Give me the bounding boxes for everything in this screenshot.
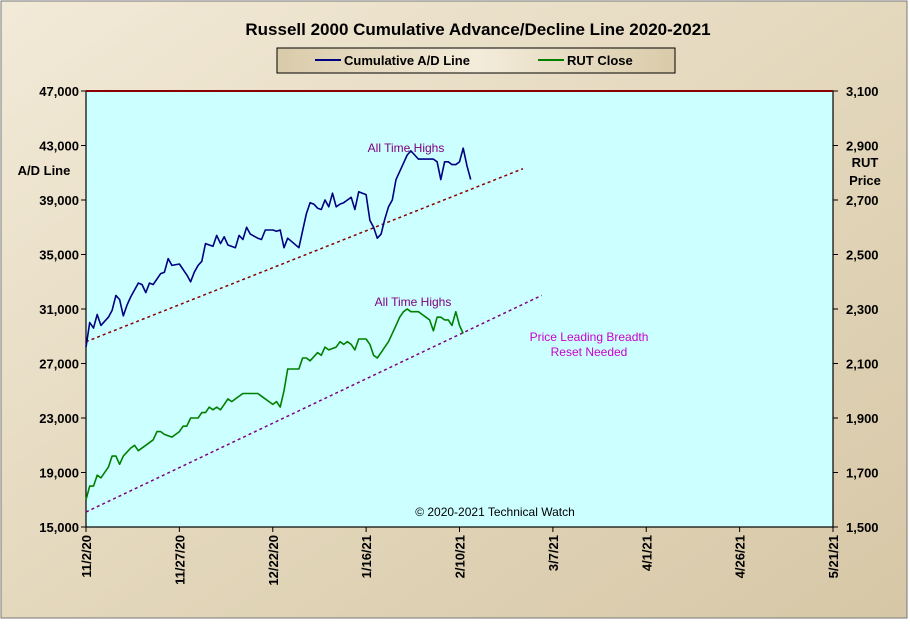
trendline-rut <box>85 294 542 513</box>
annotation-ad-all-time-highs: All Time Highs <box>368 141 445 155</box>
y-right-tick-label: 2,700 <box>846 193 879 208</box>
legend-label-ad: Cumulative A/D Line <box>344 53 470 68</box>
x-tick-label: 1/16/21 <box>359 535 374 578</box>
x-tick-label: 11/2/20 <box>79 535 94 578</box>
series-layer <box>85 147 472 501</box>
y-left-tick-label: 43,000 <box>39 139 79 154</box>
x-tick-label: 4/26/21 <box>733 535 748 578</box>
y-right-tick-label: 3,100 <box>846 84 879 99</box>
y-left-tick-label: 27,000 <box>39 357 79 372</box>
y-right-tick-label: 2,500 <box>846 248 879 263</box>
annotation-price-leading-breadth: Price Leading Breadth <box>530 330 649 344</box>
y-right-tick-label: 1,700 <box>846 466 879 481</box>
y-left-tick-label: 35,000 <box>39 248 79 263</box>
legend: Cumulative A/D Line RUT Close <box>276 47 676 74</box>
legend-box <box>276 47 676 74</box>
trendlines <box>85 167 542 513</box>
x-tick-label: 3/7/21 <box>546 535 561 571</box>
trendline-ad <box>85 167 524 343</box>
y-right-tick-label: 2,900 <box>846 139 879 154</box>
y-left-tick-label: 19,000 <box>39 466 79 481</box>
x-tick-label: 11/27/20 <box>172 535 187 585</box>
y-left-tick-label: 47,000 <box>39 84 79 99</box>
y-axis-right: 1,500 1,700 1,900 2,100 2,300 2,500 2,700 2,900… <box>833 84 879 535</box>
y-left-tick-label: 31,000 <box>39 302 79 317</box>
y-axis-right-label-line2: Price <box>849 173 881 188</box>
y-left-tick-label: 15,000 <box>39 520 79 535</box>
x-axis: 11/2/20 11/27/20 12/22/20 1/16/21 2/10/21 3/7… <box>79 527 841 586</box>
y-axis-right-label-line1: RUT <box>852 155 879 170</box>
annotation-rut-all-time-highs: All Time Highs <box>375 295 452 309</box>
annotation-reset-needed: Reset Needed <box>551 345 628 359</box>
y-axis-left-label: A/D Line <box>18 163 71 178</box>
legend-label-rut: RUT Close <box>567 53 633 68</box>
y-left-tick-label: 23,000 <box>39 411 79 426</box>
series-line-ad <box>85 147 472 348</box>
x-tick-label: 2/10/21 <box>453 535 468 578</box>
y-left-tick-label: 39,000 <box>39 193 79 208</box>
x-tick-label: 12/22/20 <box>266 535 281 586</box>
y-right-tick-label: 2,100 <box>846 357 879 372</box>
y-axis-left: 15,000 19,000 23,000 27,000 31,000 35,000 39,0… <box>39 84 86 535</box>
y-right-tick-label: 1,900 <box>846 411 879 426</box>
y-right-tick-label: 1,500 <box>846 520 879 535</box>
chart-title: Russell 2000 Cumulative Advance/Decline … <box>245 20 710 39</box>
plot-area <box>85 90 834 528</box>
x-tick-label: 4/1/21 <box>639 535 654 571</box>
copyright-note: © 2020-2021 Technical Watch <box>415 505 575 519</box>
x-tick-label: 5/21/21 <box>826 535 841 578</box>
series-line-rut <box>85 308 464 501</box>
y-right-tick-label: 2,300 <box>846 302 879 317</box>
